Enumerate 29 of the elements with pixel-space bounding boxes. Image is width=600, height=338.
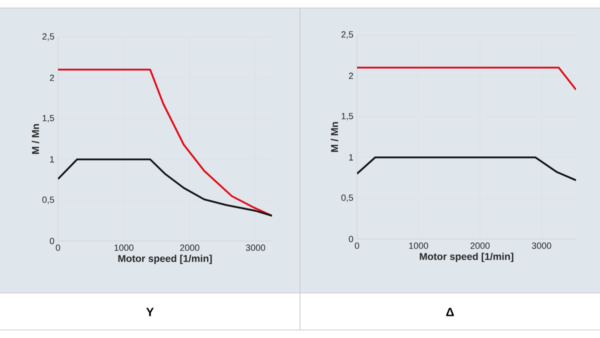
y-tick-label: 0: [348, 236, 354, 242]
y-tick-label: 2,5: [341, 31, 354, 39]
y-tick-label: 0,5: [42, 196, 54, 204]
y-tick-label: 2: [50, 74, 54, 81]
x-axis-title: Motor speed [1/min]: [420, 252, 514, 262]
text: Δ: [446, 308, 454, 316]
x-tick-label: 0: [354, 242, 360, 249]
y-tick-label: 2,5: [42, 33, 54, 41]
y-tick-label: 1,5: [342, 112, 354, 120]
x-tick-label: 1000: [409, 242, 428, 249]
text: Y: [146, 308, 154, 316]
y-tick-label: 0,5: [341, 194, 354, 202]
x-tick-label: 0: [56, 244, 60, 251]
y-axis-title: M / Mn: [330, 122, 338, 152]
x-tick-label: 1000: [114, 244, 134, 251]
y-tick-label: 2: [348, 72, 354, 79]
line-series: [58, 158, 272, 217]
x-tick-label: 2000: [470, 242, 490, 249]
y-tick-label: 1: [349, 154, 354, 160]
line-series: [58, 68, 272, 217]
line-series: [357, 156, 576, 182]
x-tick-label: 3000: [532, 242, 552, 249]
y-axis-title: M / Mn: [32, 124, 40, 154]
y-tick-label: 0: [50, 238, 54, 244]
x-axis-title: Motor speed [1/min]: [118, 254, 212, 264]
y-tick-label: 1: [50, 156, 54, 162]
y-tick-label: 1,5: [42, 114, 54, 122]
x-tick-label: 2000: [180, 244, 200, 251]
x-tick-label: 3000: [246, 244, 266, 251]
